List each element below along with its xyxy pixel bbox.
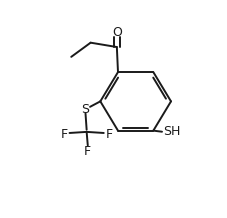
Text: F: F [84, 145, 91, 158]
Text: F: F [60, 128, 67, 141]
Text: O: O [111, 26, 121, 39]
Text: SH: SH [162, 125, 180, 138]
Text: S: S [81, 102, 89, 116]
Text: F: F [105, 128, 113, 141]
